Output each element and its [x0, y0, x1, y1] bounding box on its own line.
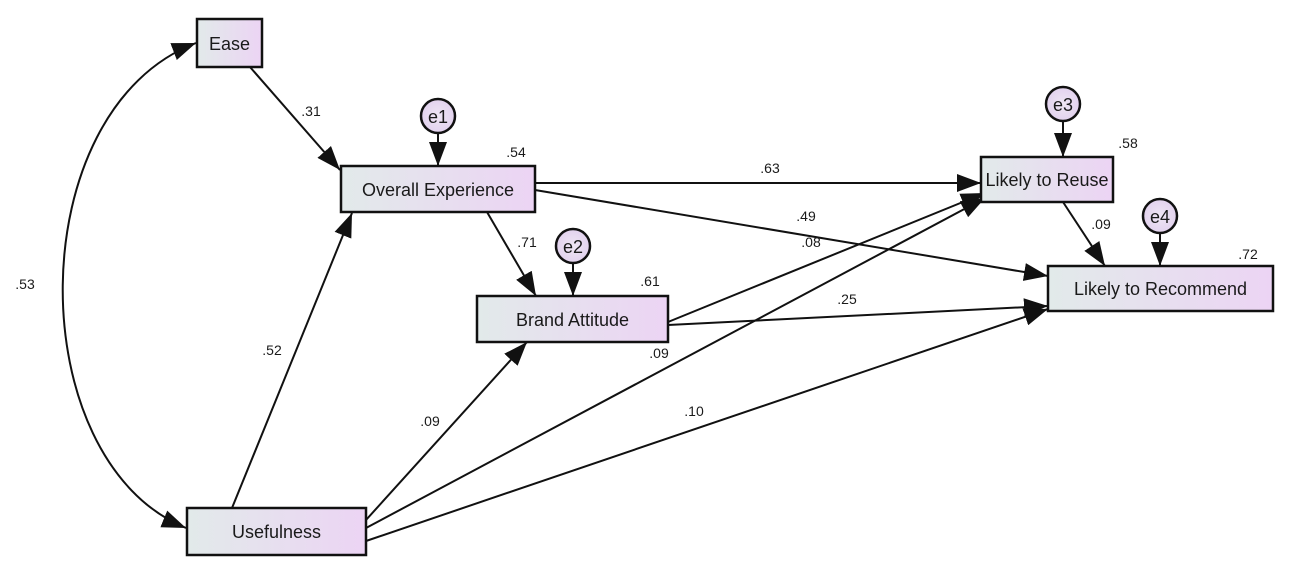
node-ease — [195, 17, 264, 69]
coef-oe-to-ba: .71 — [517, 234, 537, 250]
node-brand-attitude — [475, 294, 670, 344]
label-ease: Ease — [209, 34, 250, 54]
label-overall-experience: Overall Experience — [362, 180, 514, 200]
coef-reuse-to-recommend: .09 — [1091, 216, 1111, 232]
path-usefulness-to-ba — [365, 341, 528, 521]
r2-likely-to-reuse: .58 — [1118, 135, 1138, 151]
path-ba-to-reuse — [667, 192, 986, 323]
node-likely-to-recommend — [1046, 264, 1275, 313]
covariance-ease-usefulness — [61, 42, 197, 529]
label-e2: e2 — [563, 237, 583, 257]
path-ba-to-recommend — [667, 298, 1049, 326]
r2-likely-to-recommend: .72 — [1238, 246, 1258, 262]
node-likely-to-reuse — [979, 155, 1115, 204]
coef-usefulness-to-ba: .09 — [420, 413, 440, 429]
label-likely-to-reuse: Likely to Reuse — [985, 170, 1108, 190]
coef-usefulness-to-oe: .52 — [262, 342, 282, 358]
error-e3 — [1044, 85, 1082, 123]
error-e4 — [1141, 197, 1179, 235]
label-e1: e1 — [428, 107, 448, 127]
node-usefulness — [185, 506, 368, 557]
coef-ease-usefulness-covariance: .53 — [15, 276, 35, 292]
label-brand-attitude: Brand Attitude — [516, 310, 629, 330]
path-oe-to-ba — [486, 211, 537, 297]
coef-usefulness-to-recommend: .10 — [684, 403, 704, 419]
coef-oe-to-recommend: .49 — [796, 208, 816, 224]
node-overall-experience — [339, 164, 537, 214]
path-usefulness-to-oe — [231, 212, 353, 509]
coef-ease-to-oe: .31 — [301, 103, 321, 119]
r2-brand-attitude: .61 — [640, 273, 660, 289]
path-usefulness-to-recommend — [365, 308, 1049, 542]
error-e1 — [419, 97, 457, 135]
label-likely-to-recommend: Likely to Recommend — [1074, 279, 1247, 299]
coef-oe-to-reuse: .63 — [760, 160, 780, 176]
label-e4: e4 — [1150, 207, 1170, 227]
label-usefulness: Usefulness — [232, 522, 321, 542]
path-ease-to-oe — [249, 66, 341, 171]
r2-overall-experience: .54 — [506, 144, 526, 160]
coef-usefulness-to-reuse: .09 — [649, 345, 669, 361]
path-reuse-to-recommend — [1062, 201, 1106, 267]
coef-ba-to-reuse: .08 — [801, 234, 821, 250]
label-e3: e3 — [1053, 95, 1073, 115]
path-usefulness-to-reuse — [365, 197, 986, 529]
path-oe-to-recommend — [534, 189, 1049, 281]
error-e2 — [554, 227, 592, 265]
coef-ba-to-recommend: .25 — [837, 291, 857, 307]
